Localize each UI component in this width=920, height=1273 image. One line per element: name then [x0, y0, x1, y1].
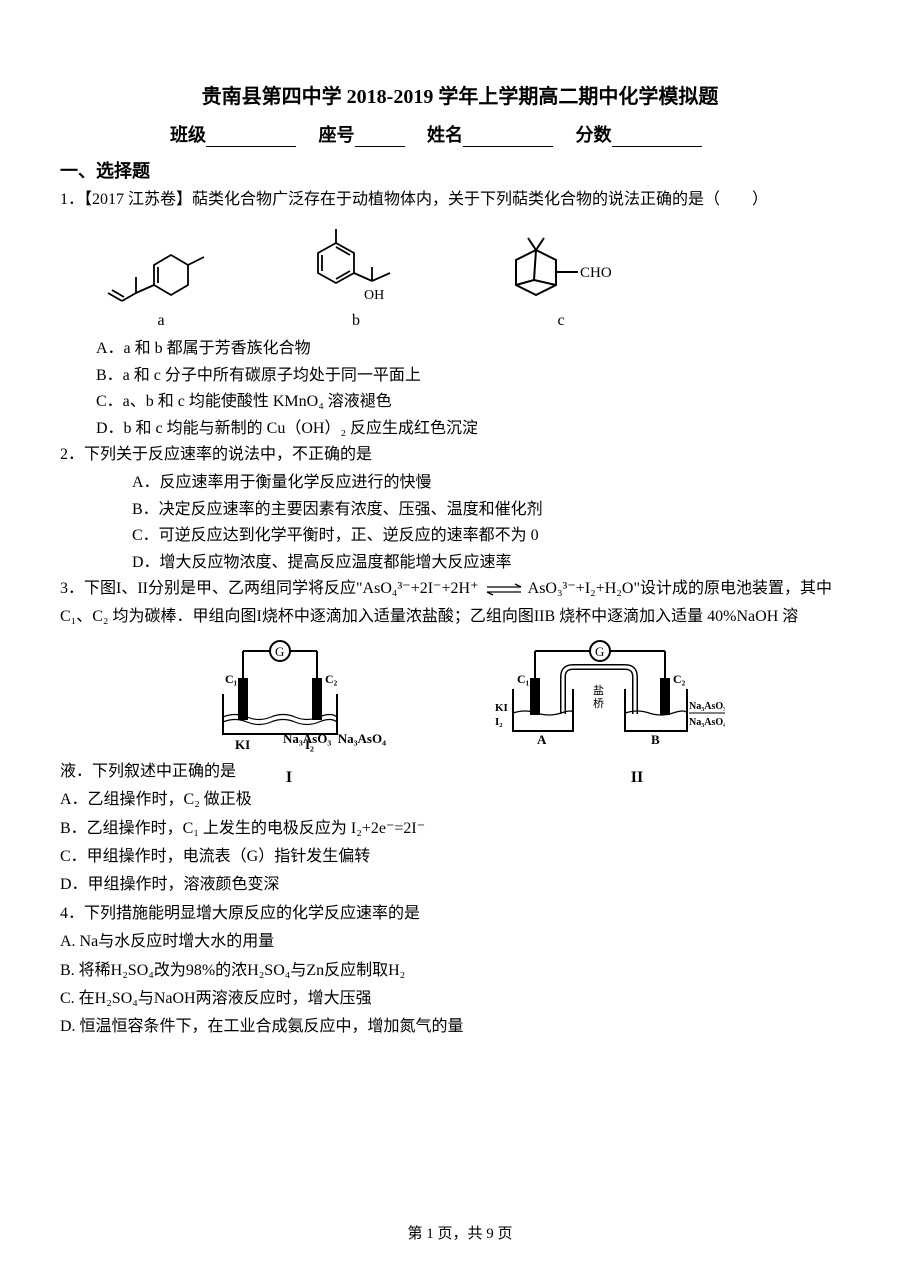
q1-num: 1． — [60, 191, 84, 208]
svg-text:G: G — [595, 644, 604, 659]
q2-text: 下列关于反应速率的说法中，不正确的是 — [84, 446, 372, 463]
q3-opt-d: D．甲组操作时，溶液颜色变深 — [60, 872, 860, 898]
circuit-I: G C₁ C₂ KI I₂ Na₃AsO₃ Na₃AsO₄ — [195, 639, 395, 759]
q3-opt-b: B．乙组操作时，C₁ 上发生的电极反应为 I₂+2e⁻=2I⁻ — [60, 816, 860, 842]
molecule-a-icon — [96, 235, 226, 305]
svg-text:桥: 桥 — [593, 697, 604, 710]
q2-num: 2． — [60, 446, 84, 463]
q1-structures: a OH b — [60, 215, 860, 336]
page-footer: 第 1 页，共 9 页 — [0, 1222, 920, 1243]
q2: 2．下列关于反应速率的说法中，不正确的是 — [60, 442, 860, 468]
label-II: II — [612, 769, 662, 787]
q1-struct-a: a — [96, 235, 226, 330]
q1-text: 【2017 江苏卷】萜类化合物广泛存在于动植物体内，关于下列萜类化合物的说法正确… — [84, 191, 768, 208]
q1-opt-d: D．b 和 c 均能与新制的 Cu（OH）₂ 反应生成红色沉淀 — [60, 416, 860, 442]
q4-opt-b: B. 将稀H₂SO₄改为98%的浓H₂SO₄与Zn反应制取H₂ — [60, 958, 860, 984]
score-label: 分数 — [576, 125, 612, 145]
page-title: 贵南县第四中学 2018-2019 学年上学期高二期中化学模拟题 — [60, 80, 860, 109]
q3-opt-a: A．乙组操作时，C₂ 做正极 — [60, 787, 860, 813]
svg-text:G: G — [275, 644, 284, 659]
class-label: 班级 — [170, 125, 206, 145]
score-blank — [612, 129, 702, 147]
q4-opt-c: C. 在H₂SO₄与NaOH两溶液反应时，增大压强 — [60, 986, 860, 1012]
class-blank — [206, 129, 296, 147]
name-label: 姓名 — [427, 125, 463, 145]
q2-opt-d: D．增大反应物浓度、提高反应温度都能增大反应速率 — [60, 550, 860, 576]
svg-text:Na₃AsO₄: Na₃AsO₄ — [689, 717, 725, 728]
q2-opt-a: A．反应速率用于衡量化学反应进行的快慢 — [60, 470, 860, 496]
svg-text:A: A — [537, 732, 547, 747]
svg-text:C₂: C₂ — [325, 672, 338, 686]
q4-text: 下列措施能明显增大原反应的化学反应速率的是 — [84, 905, 420, 922]
q3-text-d: 液．下列叙述中正确的是 — [60, 759, 236, 785]
svg-text:Na₃AsO₃: Na₃AsO₃ — [689, 701, 725, 712]
q3-circuits: G C₁ C₂ KI I₂ Na₃AsO₃ Na₃AsO₄ G — [60, 633, 860, 759]
label-I: I — [264, 769, 314, 787]
svg-text:KI: KI — [495, 702, 508, 714]
student-info-line: 班级 座号 姓名 分数 — [60, 121, 860, 147]
seat-blank — [355, 129, 405, 147]
molecule-c-icon: CHO — [486, 230, 636, 305]
svg-text:C₁: C₁ — [225, 672, 238, 686]
q3-num: 3． — [60, 580, 84, 597]
svg-text:OH: OH — [364, 288, 384, 303]
sol-right-labels: Na₃AsO₃ Na₃AsO₄ — [283, 731, 395, 747]
svg-text:盐: 盐 — [593, 684, 604, 697]
seat-label: 座号 — [319, 125, 355, 145]
q1-opt-c: C．a、b 和 c 均能使酸性 KMnO₄ 溶液褪色 — [60, 389, 860, 415]
q4: 4．下列措施能明显增大原反应的化学反应速率的是 — [60, 901, 860, 927]
circuit-II: G C₁ C₂ 盐 桥 A B KI I₂ Na₃AsO₃ Na — [495, 639, 725, 759]
q1: 1．【2017 江苏卷】萜类化合物广泛存在于动植物体内，关于下列萜类化合物的说法… — [60, 187, 860, 213]
svg-text:C₁: C₁ — [517, 672, 530, 686]
sol-KI: KI — [235, 737, 250, 752]
q2-opt-c: C．可逆反应达到化学平衡时，正、逆反应的速率都不为 0 — [60, 523, 860, 549]
q4-opt-d: D. 恒温恒容条件下，在工业合成氨反应中，增加氮气的量 — [60, 1014, 860, 1040]
q4-opt-a: A. Na与水反应时增大水的用量 — [60, 929, 860, 955]
q1-opt-a: A．a 和 b 都属于芳香族化合物 — [60, 336, 860, 362]
q1-opt-b: B．a 和 c 分子中所有碳原子均处于同一平面上 — [60, 363, 860, 389]
q3-text-b: AsO₃³⁻+I₂+H₂O"设计成的原电池装置，其中 — [528, 580, 832, 597]
q1-struct-c: CHO c — [486, 230, 636, 330]
q3-text-a: 下图I、II分别是甲、乙两组同学将反应"AsO₄³⁻+2I⁻+2H⁺ — [84, 580, 479, 597]
q4-num: 4． — [60, 905, 84, 922]
name-blank — [463, 129, 553, 147]
q3-text-d-row: 液．下列叙述中正确的是 I II — [60, 759, 860, 787]
q3: 3．下图I、II分别是甲、乙两组同学将反应"AsO₄³⁻+2I⁻+2H⁺ AsO… — [60, 576, 860, 603]
svg-text:B: B — [651, 732, 660, 747]
circuit-II-icon: G C₁ C₂ 盐 桥 A B KI I₂ Na₃AsO₃ Na — [495, 639, 725, 754]
q1-label-c: c — [486, 312, 636, 330]
q3-opt-c: C．甲组操作时，电流表（G）指针发生偏转 — [60, 844, 860, 870]
q1-label-a: a — [96, 312, 226, 330]
svg-text:I₂: I₂ — [495, 716, 503, 728]
equilibrium-arrow-icon — [483, 576, 525, 602]
svg-text:C₂: C₂ — [673, 672, 686, 686]
svg-text:CHO: CHO — [580, 265, 612, 281]
section-1-title: 一、选择题 — [60, 157, 860, 183]
q3-cont: C₁、C₂ 均为碳棒．甲组向图I烧杯中逐滴加入适量浓盐酸；乙组向图IIB 烧杯中… — [60, 604, 860, 630]
q1-label-b: b — [286, 312, 426, 330]
molecule-b-icon: OH — [286, 225, 426, 305]
q2-opt-b: B．决定反应速率的主要因素有浓度、压强、温度和催化剂 — [60, 497, 860, 523]
q1-struct-b: OH b — [286, 225, 426, 330]
